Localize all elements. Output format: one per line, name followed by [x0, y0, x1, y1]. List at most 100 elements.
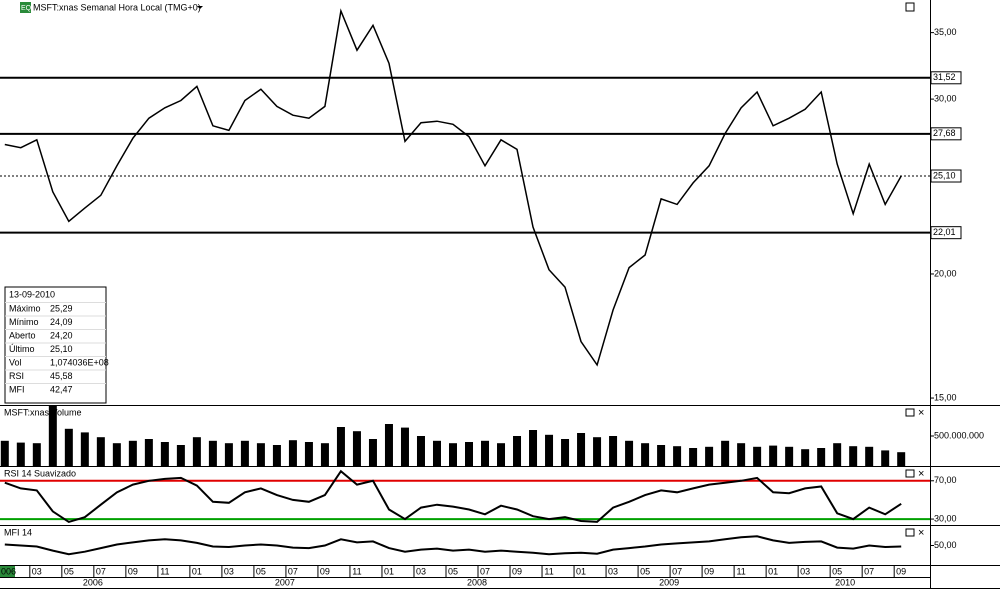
- volume-bar: [432, 440, 441, 466]
- pane-button[interactable]: [905, 469, 915, 478]
- volume-bar: [753, 446, 762, 466]
- x-tick-label: 11: [736, 566, 745, 576]
- volume-bar: [577, 433, 586, 466]
- pane-button[interactable]: [905, 408, 915, 417]
- x-tick-label: 05: [832, 566, 842, 576]
- info-date: 13-09-2010: [9, 289, 55, 299]
- volume-bar: [529, 430, 538, 466]
- price-line: [4, 8, 902, 367]
- info-value: 45,58: [50, 371, 73, 381]
- volume-bar: [208, 440, 217, 466]
- volume-bar: [64, 428, 73, 466]
- x-tick-label: 03: [224, 566, 234, 576]
- volume-bar: [16, 442, 25, 466]
- info-label: Máximo: [9, 303, 41, 313]
- volume-bar: [561, 439, 570, 466]
- volume-bar: [785, 446, 794, 466]
- x-tick-label: 05: [64, 566, 74, 576]
- x-tick-label: 05: [448, 566, 458, 576]
- volume-bar: [384, 424, 393, 466]
- level-label: 25,10: [933, 170, 956, 180]
- dropdown-arrow[interactable]: [197, 6, 203, 9]
- x-tick-label: 01: [384, 566, 394, 576]
- level-label: 22,01: [933, 227, 956, 237]
- volume-bar: [833, 443, 842, 466]
- x-tick-label: 09: [320, 566, 330, 576]
- volume-bar: [481, 440, 490, 466]
- volume-bar: [352, 431, 361, 466]
- y-tick-label: 50,00: [934, 540, 957, 550]
- pane-title: MFI 14: [4, 527, 32, 537]
- volume-bar: [336, 427, 345, 466]
- volume-bar: [689, 448, 698, 466]
- info-value: 1,074036E+08: [50, 357, 109, 367]
- pane-close[interactable]: ×: [918, 468, 924, 480]
- year-label: 2007: [275, 577, 295, 587]
- volume-bar: [304, 442, 313, 466]
- pane-close[interactable]: ×: [918, 407, 924, 419]
- info-value: 42,47: [50, 384, 73, 394]
- info-label: Vol: [9, 357, 22, 367]
- y-tick-label: 30,00: [934, 93, 957, 103]
- indicator-line: [4, 535, 902, 556]
- y-tick-label: 35,00: [934, 27, 957, 37]
- year-label: 2008: [467, 577, 487, 587]
- volume-bar: [625, 440, 634, 466]
- volume-bar: [769, 445, 778, 466]
- volume-bar: [256, 443, 265, 466]
- x-tick-label: 01: [768, 566, 778, 576]
- pane-close[interactable]: ×: [918, 527, 924, 539]
- x-tick-label: 09: [512, 566, 522, 576]
- year-label: 2010: [835, 577, 855, 587]
- volume-bar: [368, 439, 377, 466]
- x-tick-label: 05: [640, 566, 650, 576]
- info-value: 25,10: [50, 344, 73, 354]
- level-label: 27,68: [933, 128, 956, 138]
- x-tick-label: 09: [896, 566, 906, 576]
- volume-bar: [144, 439, 153, 466]
- x-tick-label: 03: [416, 566, 426, 576]
- y-tick-label: 20,00: [934, 268, 957, 278]
- year-label: 2009: [659, 577, 679, 587]
- volume-bar: [448, 443, 457, 466]
- volume-bar: [32, 443, 41, 466]
- y-tick-label: 30,00: [934, 513, 957, 523]
- pane-button[interactable]: [905, 2, 915, 12]
- volume-bar: [545, 434, 554, 466]
- volume-bar: [721, 440, 730, 466]
- volume-bar: [272, 445, 281, 466]
- pane-button[interactable]: [905, 528, 915, 537]
- volume-bar: [176, 445, 185, 466]
- info-value: 25,29: [50, 303, 73, 313]
- volume-bar: [641, 443, 650, 466]
- volume-bar: [497, 443, 506, 466]
- info-value: 24,20: [50, 330, 73, 340]
- volume-bar: [881, 450, 890, 466]
- x-tick-label: 07: [288, 566, 298, 576]
- volume-bar: [0, 440, 9, 466]
- x-tick-label: 09: [128, 566, 138, 576]
- volume-bar: [192, 437, 201, 466]
- y-tick-label: 70,00: [934, 475, 957, 485]
- volume-bar: [240, 440, 249, 466]
- x-tick-label: 05: [256, 566, 266, 576]
- x-tick-label: 01: [576, 566, 586, 576]
- x-tick-label: 03: [608, 566, 618, 576]
- info-label: Último: [9, 344, 35, 354]
- volume-bar: [801, 449, 810, 466]
- volume-bar: [593, 437, 602, 466]
- info-label: Aberto: [9, 330, 36, 340]
- x-tick-label: 03: [32, 566, 42, 576]
- info-label: Mínimo: [9, 317, 39, 327]
- x-tick-label: 09: [704, 566, 714, 576]
- y-tick-label: 15,00: [934, 392, 957, 402]
- date-cell-current: [0, 566, 15, 577]
- volume-bar: [657, 445, 666, 466]
- volume-bar: [112, 443, 121, 466]
- volume-bar: [609, 436, 618, 466]
- volume-bar: [400, 427, 409, 466]
- x-tick-label: 01: [192, 566, 202, 576]
- chart-title[interactable]: MSFT:xnas Semanal Hora Local (TMG+0): [33, 2, 201, 12]
